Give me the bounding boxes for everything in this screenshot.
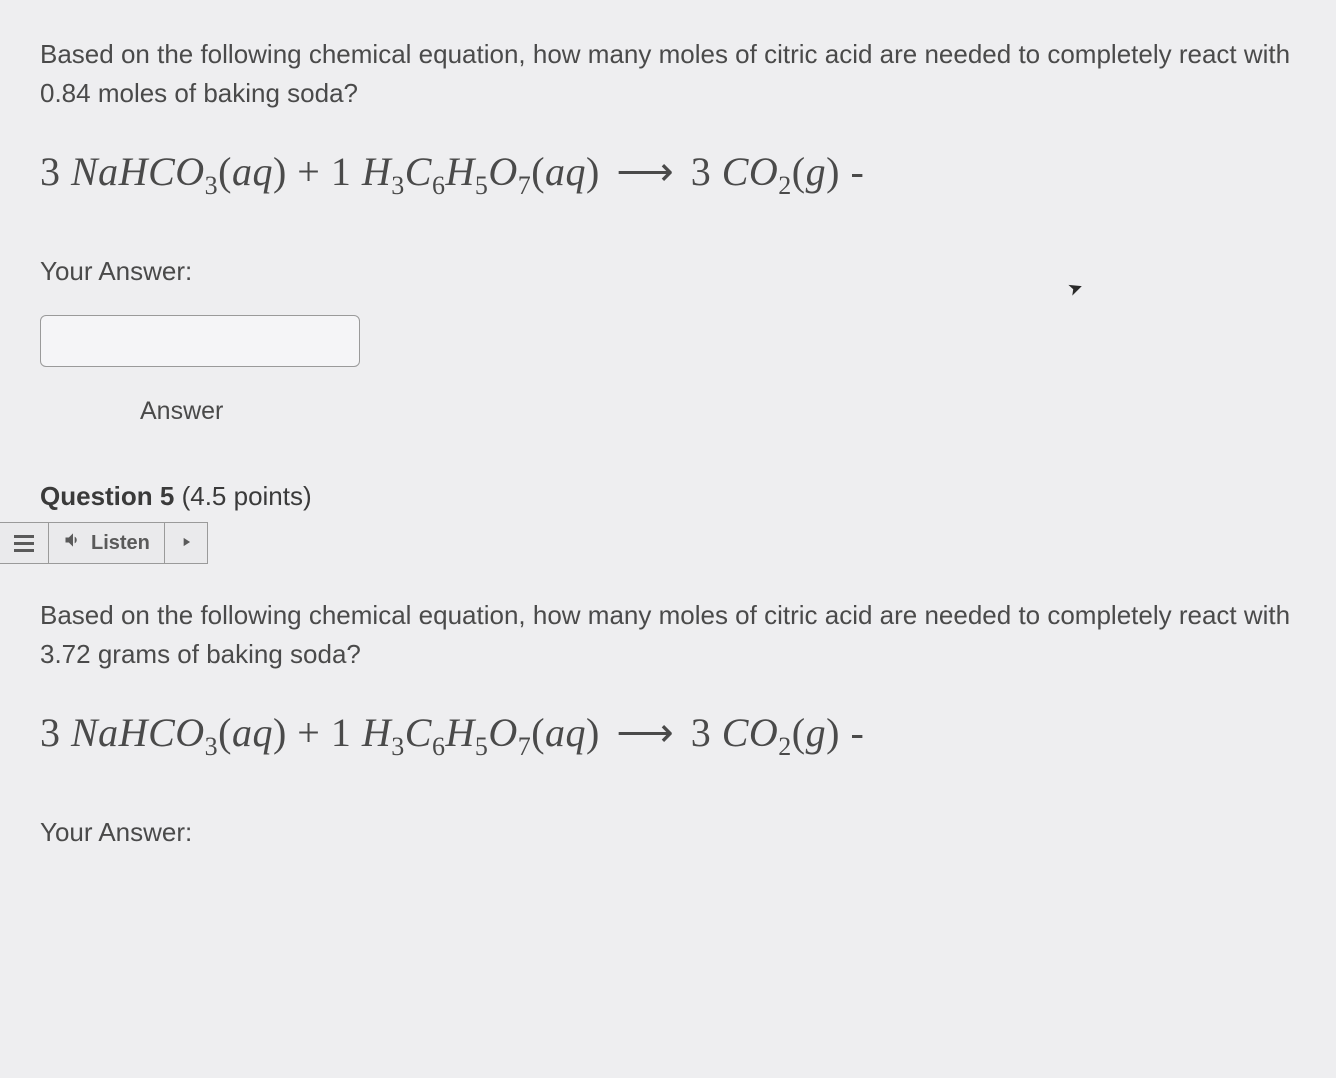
speaker-icon: [63, 530, 83, 556]
your-answer-label-q4: Your Answer:: [40, 256, 1296, 287]
answer-input-q4[interactable]: [40, 315, 360, 367]
question-5-number: Question 5: [40, 481, 174, 511]
question-5-points: (4.5 points): [174, 481, 311, 511]
play-icon: [179, 532, 193, 555]
question-4-prompt: Based on the following chemical equation…: [40, 35, 1296, 113]
listen-play-button[interactable]: [165, 523, 207, 563]
listen-button[interactable]: Listen: [49, 523, 165, 563]
question-5-header: Question 5 (4.5 points): [40, 481, 1296, 512]
question-5-prompt: Based on the following chemical equation…: [40, 596, 1296, 674]
hamburger-icon: [14, 535, 34, 552]
listen-toolbar: Listen: [0, 522, 208, 564]
listen-label: Listen: [91, 532, 150, 555]
listen-menu-button[interactable]: [0, 523, 49, 563]
your-answer-label-q5: Your Answer:: [40, 817, 1296, 848]
question-5-block: Question 5 (4.5 points) Listen Based on …: [40, 481, 1296, 848]
question-4-block: Based on the following chemical equation…: [40, 35, 1296, 426]
question-5-equation: 3 NaHCO3(aq) + 1 H3C6H5O7(aq) ⟶ 3 CO2(g)…: [40, 709, 1296, 762]
question-4-equation: 3 NaHCO3(aq) + 1 H3C6H5O7(aq) ⟶ 3 CO2(g)…: [40, 148, 1296, 201]
answer-label-q4: Answer: [140, 397, 1296, 426]
